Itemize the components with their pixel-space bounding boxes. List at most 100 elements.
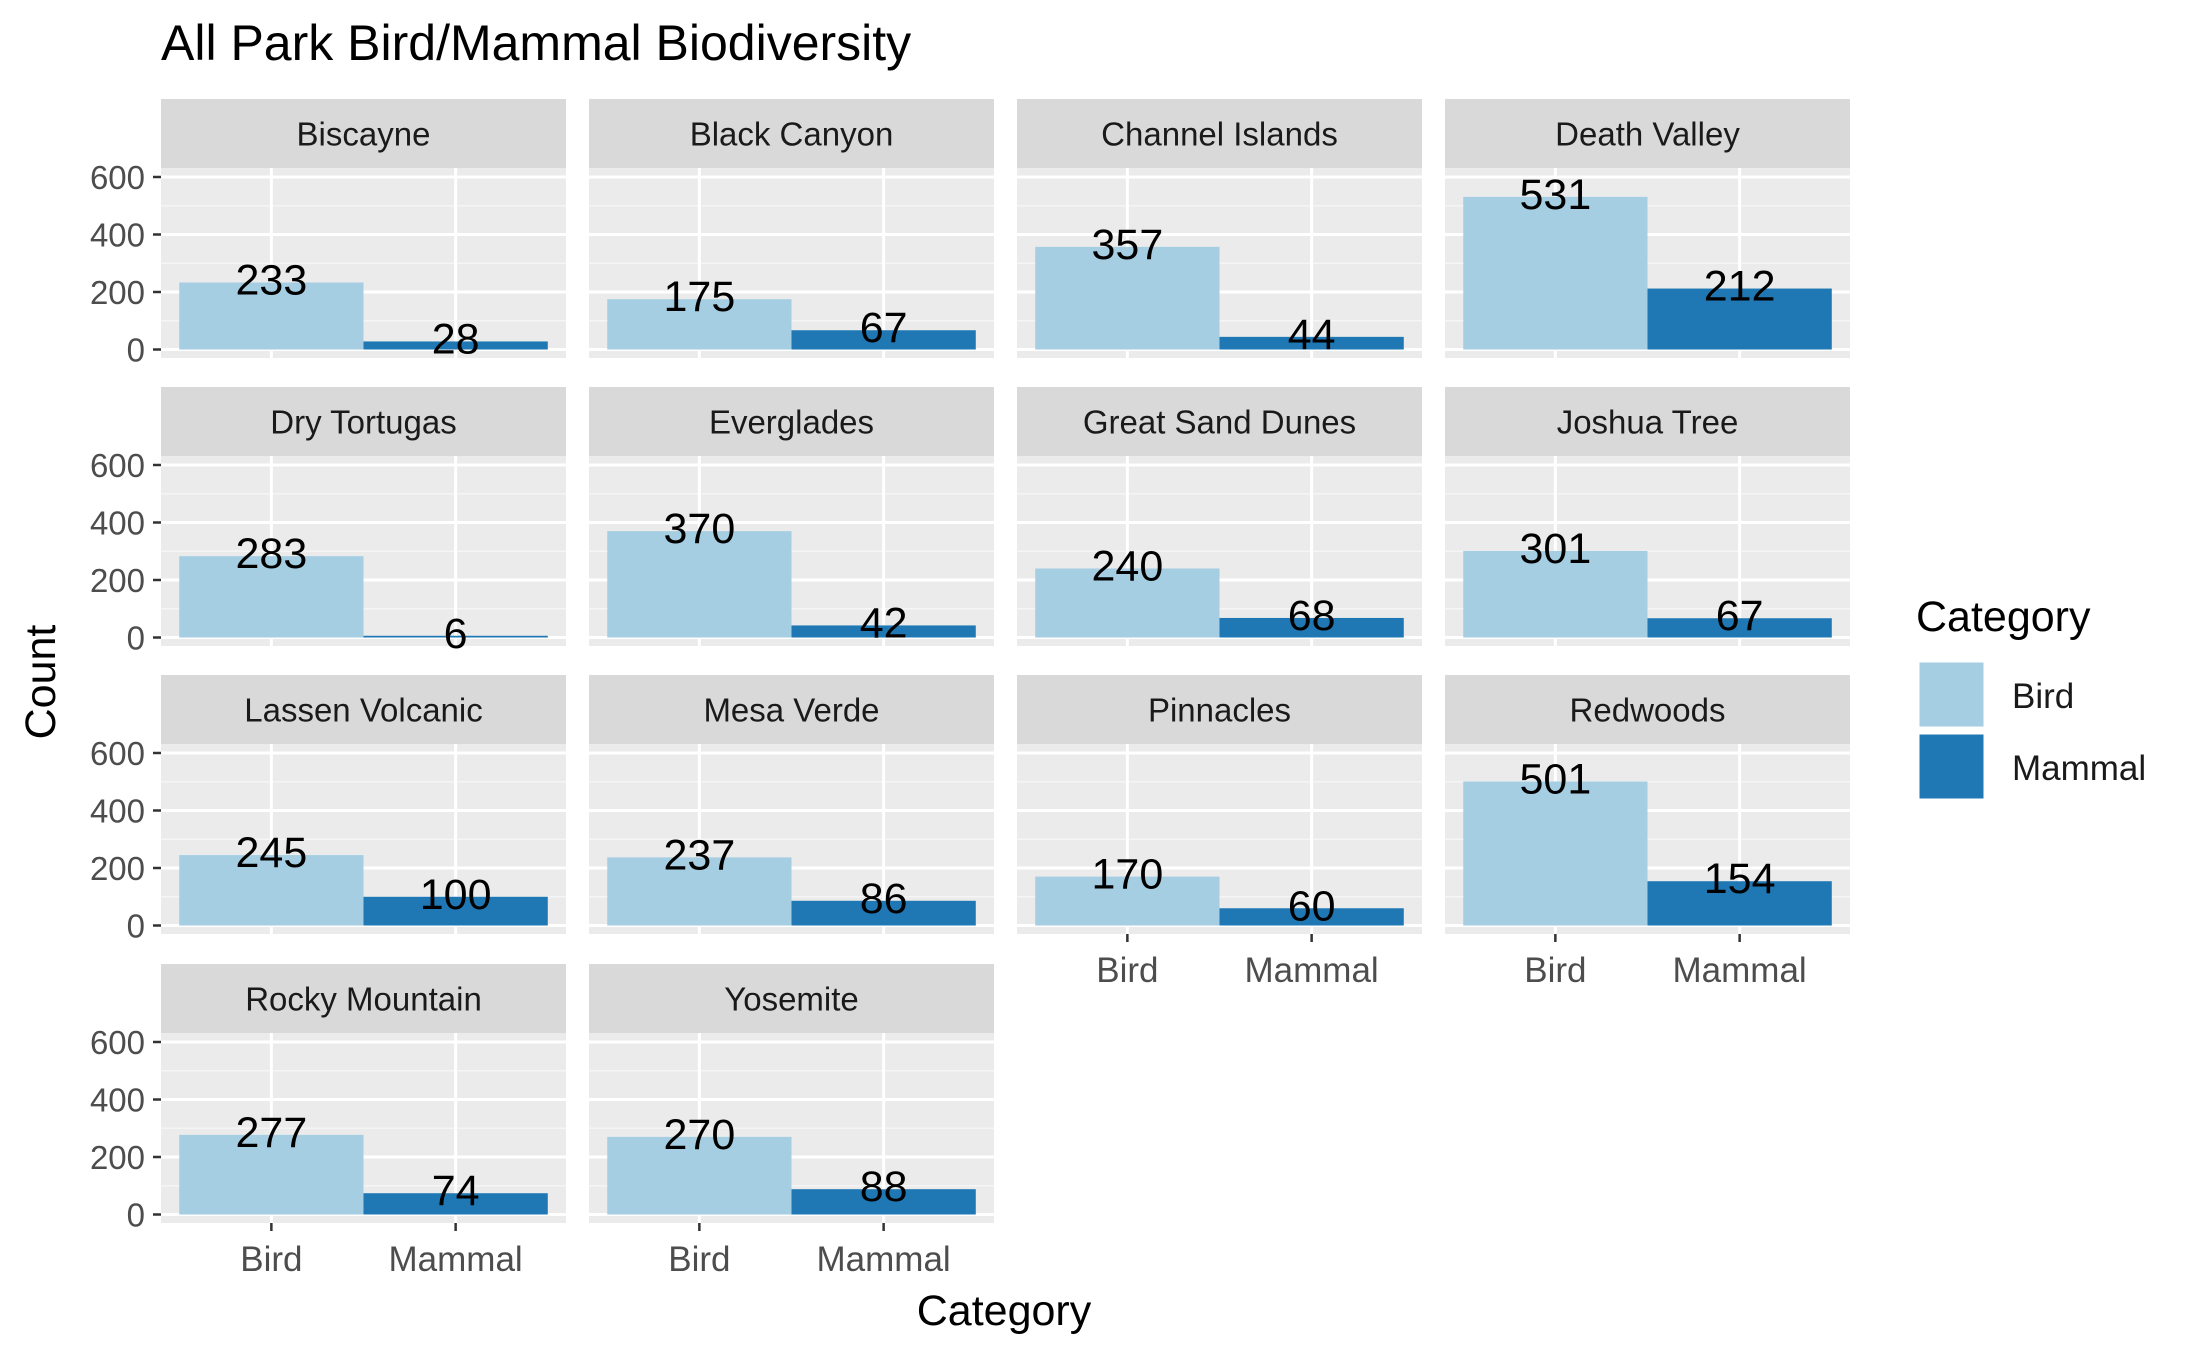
y-tick-label: 400 [90,1082,145,1119]
y-tick-label: 0 [127,908,145,945]
facet-strip [161,99,566,168]
facet-yosemite: Yosemite 270 88 Bird Mammal [589,964,994,1279]
facet-strip-label: Redwoods [1570,692,1726,729]
y-axis-title: Count [17,625,65,740]
facet-strip-label: Mesa Verde [703,692,879,729]
bar-bird [1035,876,1220,926]
y-tick-label: 600 [90,447,145,484]
x-tick-label: Bird [668,1240,730,1279]
facet-strip [1445,675,1850,744]
bar-mammal [1647,288,1832,350]
facet-death-valley: Death Valley 531 212 [1445,99,1850,358]
data-label: 531 [1519,171,1591,219]
facet-strip [161,675,566,744]
y-tick-label: 600 [90,159,145,196]
facet-strip [589,387,994,456]
legend: Category Bird Mammal [1916,593,2146,802]
facet-strip-label: Death Valley [1555,116,1740,153]
facet-strip-label: Dry Tortugas [270,404,456,441]
y-tick-label: 600 [90,735,145,772]
x-tick-label: Bird [1524,951,1586,990]
data-label: 44 [1288,311,1336,359]
bar-bird [179,1134,364,1215]
facet-redwoods: Redwoods 501 154 Bird Mammal [1445,675,1850,990]
bar-bird [607,1136,792,1215]
facet-strip-label: Rocky Mountain [245,981,482,1018]
y-tick-label: 200 [90,562,145,599]
data-label: 67 [1716,592,1764,640]
bar-mammal [363,896,548,926]
data-label: 68 [1288,592,1336,640]
data-label: 357 [1091,221,1163,269]
data-label: 170 [1091,851,1163,899]
data-label: 270 [663,1111,735,1159]
data-label: 212 [1704,263,1776,311]
facet-strip [1445,387,1850,456]
facet-strip-label: Everglades [709,404,874,441]
facet-strip [161,387,566,456]
bar-bird [1463,781,1648,926]
data-label: 28 [432,315,480,363]
bar-bird [1035,568,1220,638]
y-tick-label: 200 [90,1139,145,1176]
facet-strip-label: Yosemite [724,981,859,1018]
legend-key-mammal [1916,731,1987,802]
x-tick-label: Bird [1096,951,1158,990]
bar-bird [1035,246,1220,350]
facet-strip-label: Biscayne [297,116,431,153]
legend-label-mammal: Mammal [2012,749,2146,788]
facet-mesa-verde: Mesa Verde 237 86 [589,675,994,934]
data-label: 283 [235,530,307,578]
facet-channel-islands: Channel Islands 357 44 [1017,99,1422,359]
facet-dry-tortugas: Dry Tortugas 283 6 0 200 400 600 [90,387,566,658]
y-tick-label: 400 [90,793,145,830]
facet-strip [589,675,994,744]
bar-mammal [1219,908,1404,926]
facet-joshua-tree: Joshua Tree 301 67 [1445,387,1850,646]
y-tick-label: 0 [127,332,145,369]
facet-lassen-volcanic: Lassen Volcanic 245 100 0 200 400 600 [90,675,566,945]
bar-bird [1463,196,1648,350]
facet-black-canyon: Black Canyon 175 67 [589,99,994,358]
data-label: 233 [235,257,307,305]
bar-bird [179,282,364,350]
data-label: 370 [663,505,735,553]
facet-strip [1017,675,1422,744]
data-label: 277 [235,1109,307,1157]
bar-mammal [363,635,548,638]
facet-strip [1445,99,1850,168]
bar-bird [1463,550,1648,638]
data-label: 301 [1519,525,1591,573]
x-tick-label: Mammal [389,1240,523,1279]
chart-title: All Park Bird/Mammal Biodiversity [161,15,911,71]
data-label: 245 [235,829,307,877]
y-tick-label: 600 [90,1024,145,1061]
data-label: 154 [1704,855,1776,903]
data-label: 86 [860,875,908,923]
bar-mammal [791,900,976,926]
bar-mammal [791,1189,976,1215]
x-axis-title: Category [917,1287,1092,1335]
bar-bird [607,299,792,350]
x-tick-label: Mammal [1673,951,1807,990]
data-label: 237 [663,831,735,879]
legend-title: Category [1916,593,2091,641]
data-label: 42 [860,599,908,647]
facet-strip-label: Lassen Volcanic [244,692,483,729]
y-tick-label: 0 [127,620,145,657]
facet-strip [1017,387,1422,456]
facet-strip-label: Joshua Tree [1557,404,1739,441]
data-label: 6 [444,610,468,658]
data-label: 100 [420,871,492,919]
facet-strip-label: Black Canyon [690,116,894,153]
bar-bird [179,556,364,638]
bar-mammal [1219,617,1404,638]
bar-mammal [1647,618,1832,638]
facet-everglades: Everglades 370 42 [589,387,994,647]
facet-strip-label: Great Sand Dunes [1083,404,1356,441]
facet-strip [589,964,994,1033]
facet-strip-label: Channel Islands [1101,116,1338,153]
